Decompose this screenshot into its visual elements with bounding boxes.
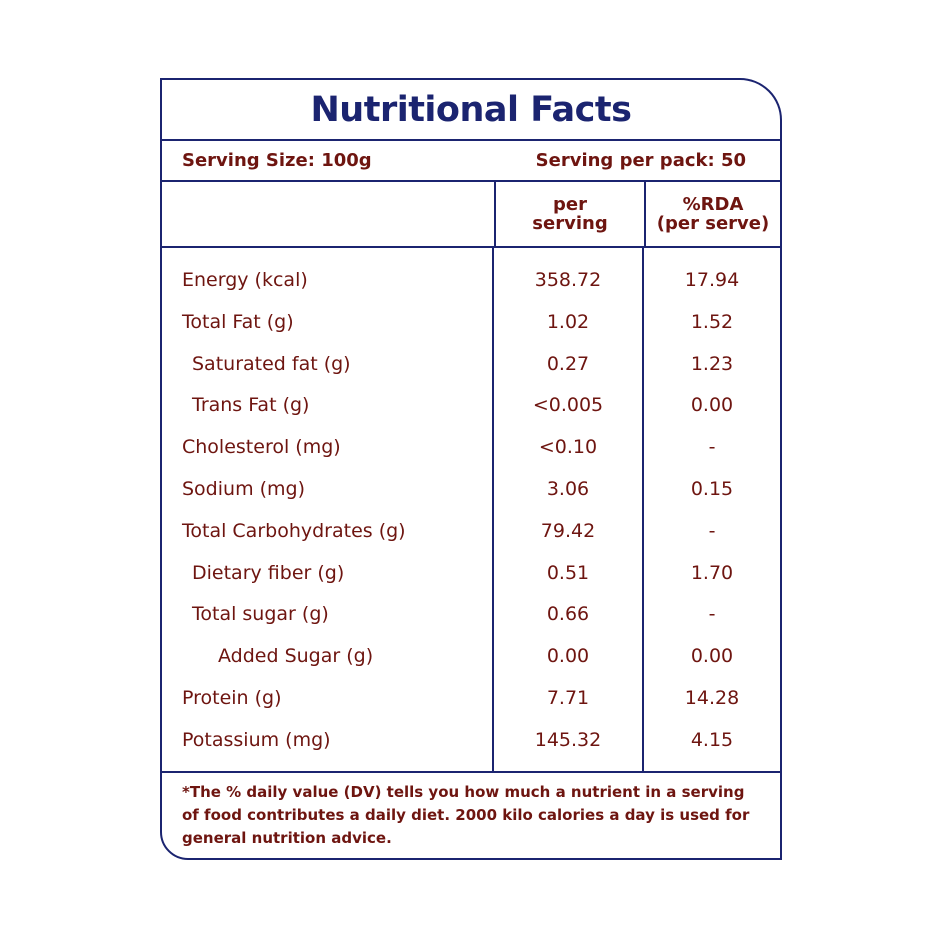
serving-info: Serving Size: 100g Serving per pack: 50 [162,141,780,182]
per-serving-value: 0.51 [546,561,590,584]
per-serving-value: 79.42 [540,519,596,542]
label-title: Nutritional Facts [162,80,780,141]
rda-value: 0.00 [690,645,734,668]
nutrient-name: Trans Fat (g) [192,394,310,417]
rda-value: 14.28 [684,686,740,709]
nutrient-column: Energy (kcal) Total Fat (g) Saturated fat … [162,248,494,771]
nutrient-name: Dietary fiber (g) [192,561,345,584]
nutrition-facts-label: Nutritional Facts Serving Size: 100g Ser… [160,78,782,860]
per-serving-value: 7.71 [546,686,590,709]
nutrient-name: Total Carbohydrates (g) [182,519,406,542]
per-serving-value: 3.06 [546,477,590,500]
per-serving-value: 1.02 [546,310,590,333]
footnote-line: of food contributes a daily diet. 2000 k… [182,806,750,824]
rda-value: 1.52 [690,310,734,333]
rda-value: 0.00 [690,394,734,417]
header-rda: %RDA (per serve) [646,182,780,246]
rda-value: - [708,436,716,459]
rda-value: 0.15 [690,477,734,500]
per-serving-value: <0.005 [532,394,604,417]
nutrient-name: Saturated fat (g) [192,352,351,375]
per-serving-column: 358.72 1.02 0.27 <0.005 <0.10 3.06 79.42 0.51 0.… [494,248,644,771]
footnote-line: *The % daily value (DV) tells you how mu… [182,783,745,801]
footnote-line: general nutrition advice. [182,829,392,847]
nutrient-name: Cholesterol (mg) [182,436,341,459]
rda-value: - [708,603,716,626]
table-header: per serving %RDA (per serve) [162,182,780,248]
nutrient-name: Total Fat (g) [182,310,294,333]
header-text: (per serve) [656,213,770,234]
serving-per-pack: Serving per pack: 50 [535,150,746,171]
rda-value: 17.94 [684,269,740,291]
header-text: serving [532,213,608,234]
rda-column: 17.94 1.52 1.23 0.00 - 0.15 - 1.70 - 0.00 14.28 4.1… [644,248,780,771]
nutrient-name: Potassium (mg) [182,728,331,751]
per-serving-value: 358.72 [534,269,602,291]
rda-value: 1.70 [690,561,734,584]
header-nutrient [162,182,496,246]
nutrient-name: Protein (g) [182,686,282,709]
serving-size: Serving Size: 100g [182,150,372,171]
nutrient-name: Added Sugar (g) [218,645,374,668]
nutrient-name: Energy (kcal) [182,269,308,291]
rda-value: 4.15 [690,728,734,751]
per-serving-value: <0.10 [538,436,598,459]
table-body: Energy (kcal) Total Fat (g) Saturated fat … [162,248,780,773]
rda-value: 1.23 [690,352,734,375]
per-serving-value: 0.00 [546,645,590,668]
header-text: per [553,194,587,215]
per-serving-value: 145.32 [534,728,602,751]
per-serving-value: 0.66 [546,603,590,626]
per-serving-value: 0.27 [546,352,590,375]
footnote: *The % daily value (DV) tells you how mu… [162,773,780,850]
nutrient-name: Total sugar (g) [192,603,329,626]
rda-value: - [708,519,716,542]
header-text: %RDA [682,194,744,215]
nutrient-name: Sodium (mg) [182,477,306,500]
header-per-serving: per serving [496,182,646,246]
